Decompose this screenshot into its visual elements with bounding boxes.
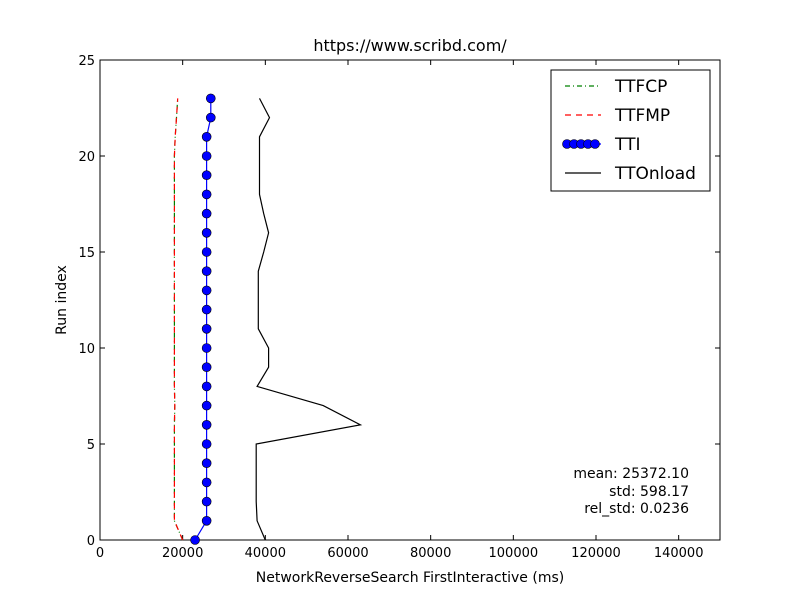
y-tick-label: 0 — [87, 534, 95, 549]
y-tick-label: 10 — [78, 342, 95, 357]
x-axis-label: NetworkReverseSearch FirstInteractive (m… — [256, 570, 564, 586]
series-point-tti — [201, 362, 212, 373]
series-point-tti — [201, 266, 212, 277]
series-point-tti — [201, 247, 212, 257]
plot-border — [99, 59, 721, 541]
series-point-tti — [205, 112, 216, 123]
stats-annotation: mean: 25372.10 std: 598.17 rel_std: 0.02… — [573, 466, 689, 517]
axis-ticks: 0 20000 40000 60000 80000 100000 120000 140000 0… — [78, 54, 720, 561]
legend-label-ttfmp: TTFMP — [614, 106, 670, 126]
series-point-tti — [201, 477, 212, 488]
series-point-tti — [201, 515, 212, 526]
legend-marker-tti — [590, 139, 600, 149]
series-point-tti — [205, 93, 216, 104]
y-tick-label: 15 — [78, 246, 95, 261]
y-tick-label: 25 — [78, 54, 95, 69]
y-axis-label: Run index — [54, 265, 70, 335]
series-point-tti — [201, 496, 212, 507]
stat-std: std: 598.17 — [609, 484, 689, 500]
stat-mean: mean: 25372.10 — [573, 466, 689, 482]
series-point-tti — [201, 419, 212, 430]
y-tick-label: 20 — [78, 150, 95, 165]
x-tick-label: 120000 — [571, 546, 621, 561]
plot-area — [99, 59, 721, 541]
series-point-tti — [201, 381, 212, 392]
x-tick-label: 140000 — [654, 546, 704, 561]
series-point-tti — [201, 458, 212, 469]
x-tick-label: 60000 — [327, 546, 368, 561]
series-layer — [173, 93, 363, 545]
legend-box — [550, 69, 711, 192]
series-line-tti — [194, 98, 212, 541]
legend: TTFCP TTFMP TTI TTOnload — [550, 69, 711, 192]
series-point-tti — [201, 304, 212, 315]
series-point-tti — [201, 208, 212, 219]
series-point-tti — [201, 285, 212, 296]
series-point-tti — [201, 439, 212, 449]
series-point-tti — [201, 323, 212, 334]
series-point-tti — [201, 400, 212, 411]
x-tick-label: 0 — [96, 546, 104, 561]
series-point-tti — [201, 228, 212, 238]
series-line-ttfmp — [173, 98, 184, 541]
legend-label-ttfcp: TTFCP — [614, 77, 667, 97]
series-line-ttonload — [255, 98, 363, 541]
x-tick-label: 20000 — [162, 546, 203, 561]
series-point-tti — [201, 132, 212, 142]
x-tick-label: 100000 — [489, 546, 539, 561]
stat-rel-std: rel_std: 0.0236 — [584, 501, 689, 517]
series-point-tti — [201, 189, 212, 200]
chart-title: https://www.scribd.com/ — [313, 36, 507, 55]
series-point-tti — [201, 151, 212, 161]
series-point-tti — [201, 343, 212, 353]
legend-label-tti: TTI — [614, 135, 640, 155]
y-tick-label: 5 — [87, 438, 95, 453]
legend-label-ttonload: TTOnload — [614, 164, 696, 184]
series-point-tti — [201, 170, 212, 180]
x-tick-label: 40000 — [245, 546, 286, 561]
series-line-ttfcp — [173, 98, 184, 541]
x-tick-label: 80000 — [410, 546, 451, 561]
series-point-tti — [190, 535, 200, 545]
